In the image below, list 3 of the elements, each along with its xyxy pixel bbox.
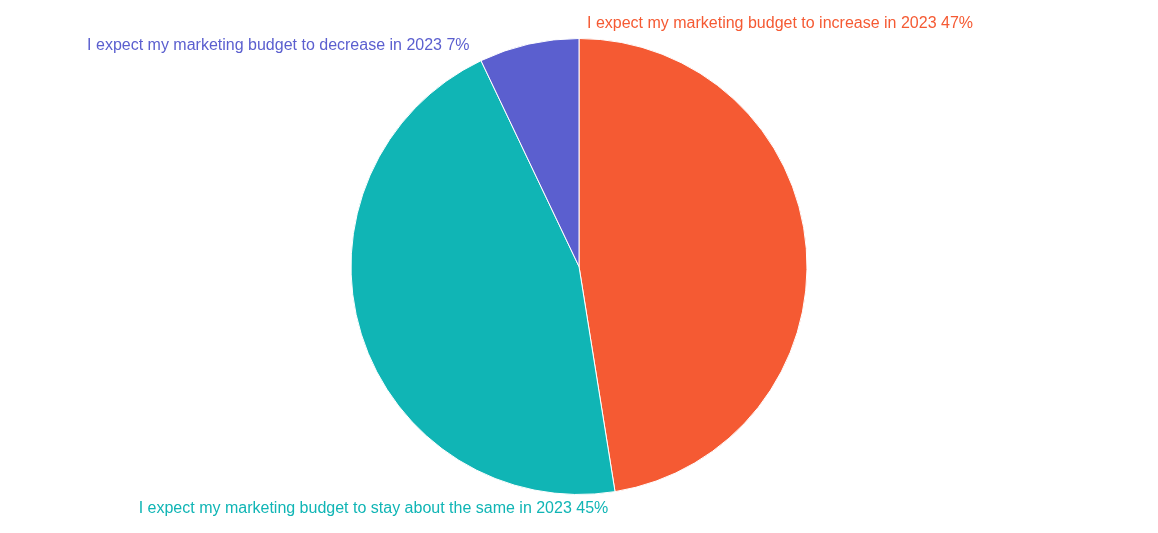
slice-label: I expect my marketing budget to increase in 2023 47% xyxy=(587,13,973,31)
slice-label: I expect my marketing budget to decrease in 2023 7% xyxy=(87,36,470,54)
slice-label: I expect my marketing budget to stay about the same in 2023 45% xyxy=(138,498,609,516)
